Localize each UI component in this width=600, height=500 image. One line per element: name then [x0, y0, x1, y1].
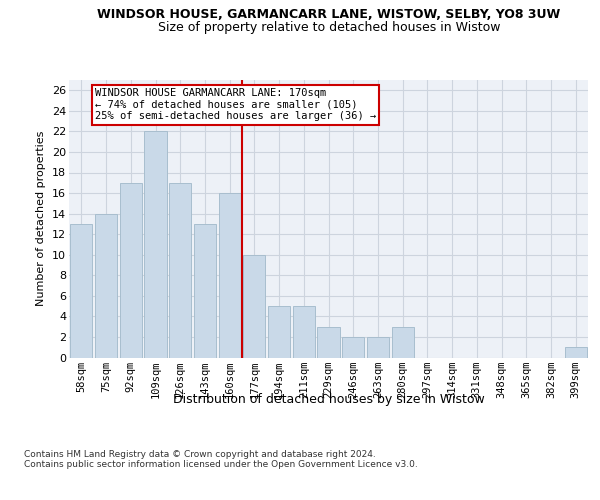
Text: WINDSOR HOUSE GARMANCARR LANE: 170sqm
← 74% of detached houses are smaller (105): WINDSOR HOUSE GARMANCARR LANE: 170sqm ← …	[95, 88, 376, 122]
Bar	[218, 193, 241, 358]
Text: WINDSOR HOUSE, GARMANCARR LANE, WISTOW, SELBY, YO8 3UW: WINDSOR HOUSE, GARMANCARR LANE, WISTOW, …	[97, 8, 560, 20]
Bar	[392, 326, 414, 358]
Text: Size of property relative to detached houses in Wistow: Size of property relative to detached ho…	[158, 21, 500, 34]
Bar	[367, 337, 389, 357]
Text: Distribution of detached houses by size in Wistow: Distribution of detached houses by size …	[173, 392, 485, 406]
Bar	[119, 183, 142, 358]
Bar	[342, 337, 364, 357]
Bar	[145, 132, 167, 358]
Bar	[317, 326, 340, 358]
Text: Contains HM Land Registry data © Crown copyright and database right 2024.
Contai: Contains HM Land Registry data © Crown c…	[24, 450, 418, 469]
Y-axis label: Number of detached properties: Number of detached properties	[37, 131, 46, 306]
Bar	[268, 306, 290, 358]
Bar	[565, 347, 587, 358]
Bar	[169, 183, 191, 358]
Bar	[95, 214, 117, 358]
Bar	[293, 306, 315, 358]
Bar	[70, 224, 92, 358]
Bar	[243, 254, 265, 358]
Bar	[194, 224, 216, 358]
